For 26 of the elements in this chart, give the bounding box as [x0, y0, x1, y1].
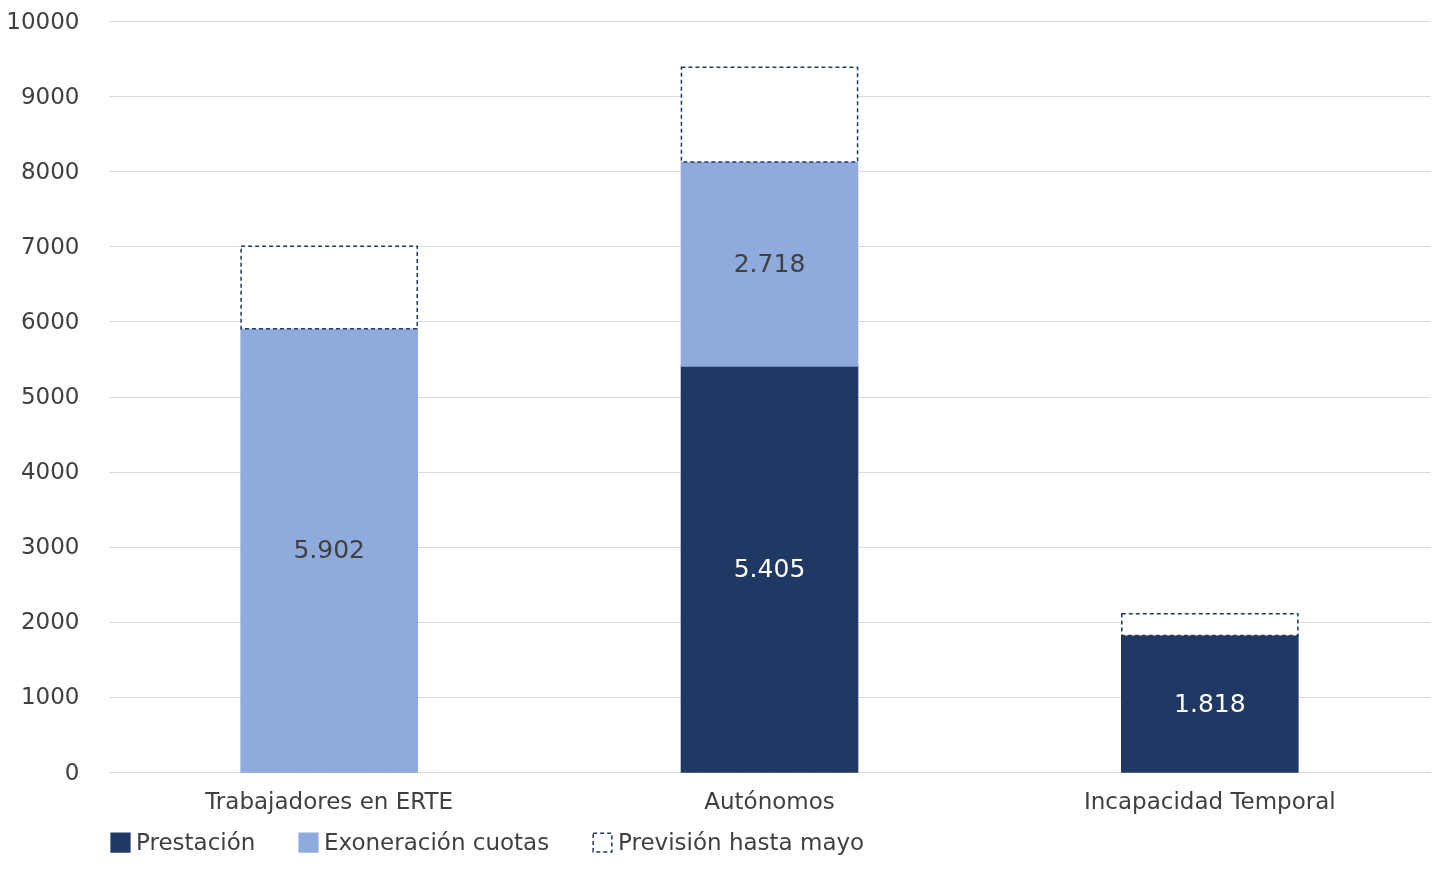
y-tick-label: 8000 — [20, 157, 80, 184]
y-tick-label: 1000 — [20, 683, 80, 710]
y-tick-label: 9000 — [20, 82, 80, 109]
x-tick-label: Incapacidad Temporal — [1083, 787, 1336, 814]
y-tick-label: 3000 — [20, 533, 80, 560]
data-label: 5.405 — [733, 554, 806, 584]
legend-label: Exoneración cuotas — [324, 828, 550, 855]
bar — [680, 365, 859, 773]
y-tick-label: 5000 — [20, 383, 80, 409]
y-tick-label: 6000 — [20, 307, 80, 334]
legend-label: Prestación — [136, 828, 256, 855]
y-tick-label: 7000 — [20, 232, 80, 259]
y-tick-label: 10000 — [6, 7, 80, 34]
bar — [680, 66, 859, 163]
data-label: 5.902 — [293, 535, 365, 565]
x-tick-label: Autónomos — [704, 787, 835, 814]
bar — [240, 245, 418, 330]
x-tick-label: Trabajadores en ERTE — [204, 787, 454, 814]
y-tick-label: 2000 — [20, 608, 80, 635]
y-tick-label: 4000 — [20, 458, 80, 485]
legend-label: Previsión hasta mayo — [618, 828, 865, 855]
y-tick-label: 0 — [64, 758, 80, 785]
bar — [680, 161, 859, 367]
data-label: 1.818 — [1174, 688, 1246, 718]
data-label: 2.718 — [733, 249, 806, 279]
bar — [240, 328, 418, 773]
